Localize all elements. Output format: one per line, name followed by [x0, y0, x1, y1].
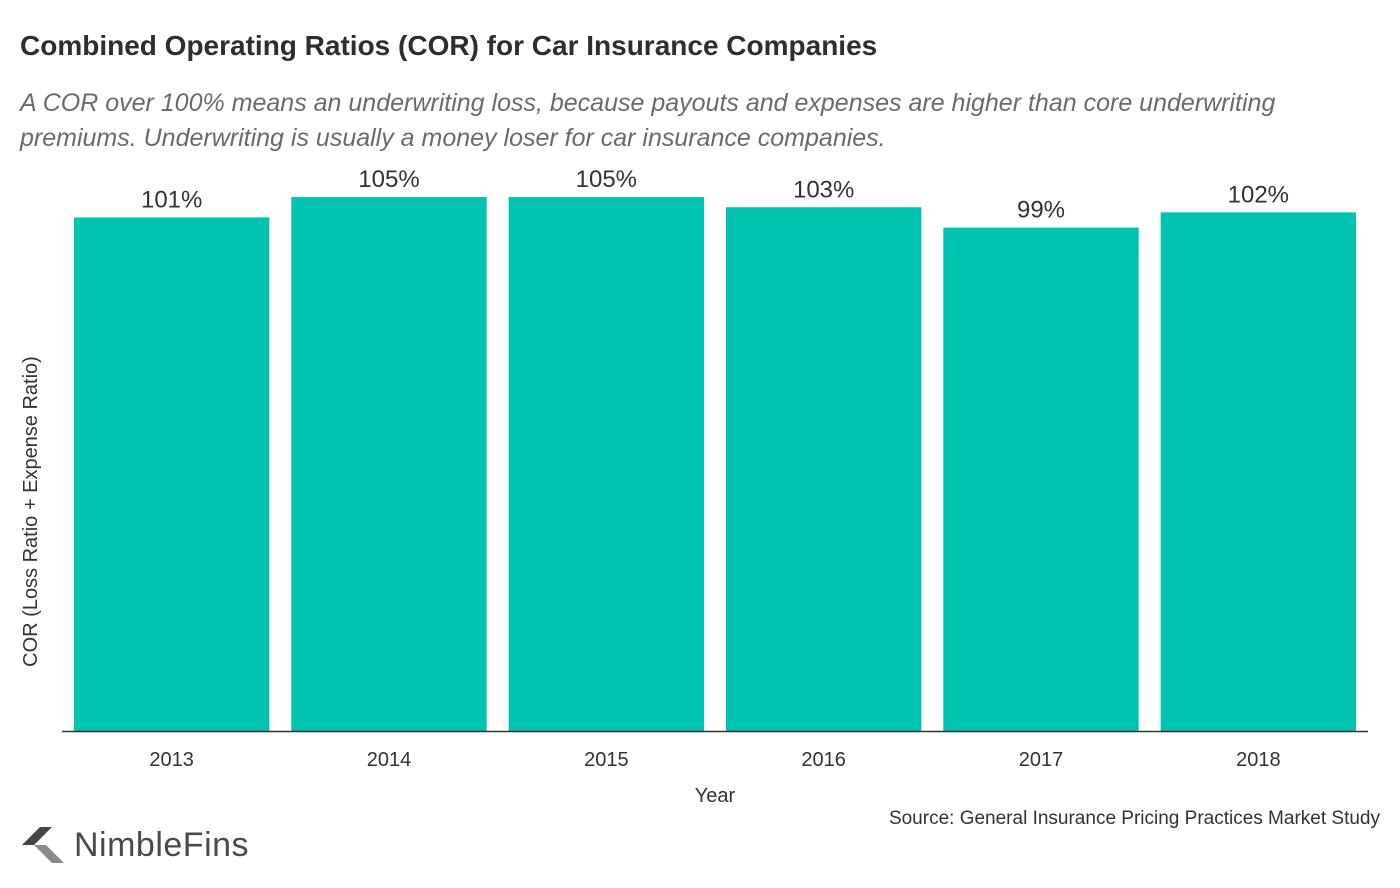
x-tick-label-2016: 2016: [801, 749, 846, 771]
bar-2017: [943, 227, 1139, 731]
bar-2015: [508, 197, 704, 731]
chart-title: Combined Operating Ratios (COR) for Car …: [20, 30, 878, 61]
chevron-logo-icon: [22, 827, 64, 863]
value-label-2014: 105%: [358, 166, 419, 193]
x-tick-label-2017: 2017: [1019, 749, 1064, 771]
value-label-2016: 103%: [793, 176, 854, 203]
x-tick-label-2015: 2015: [584, 749, 629, 771]
bar-2018: [1160, 212, 1356, 732]
value-label-2018: 102%: [1228, 181, 1289, 208]
x-tick-label-2014: 2014: [367, 749, 412, 771]
source-note: Source: General Insurance Pricing Practi…: [888, 808, 1380, 829]
y-axis-title: COR (Loss Ratio + Expense Ratio): [20, 356, 42, 667]
x-tick-labels-layer: 2013 2014 2015 2016 2017 2018: [149, 749, 1280, 771]
brand-name: NimbleFins: [74, 825, 250, 864]
bars-layer: [74, 197, 1356, 732]
value-label-2013: 101%: [141, 186, 202, 213]
value-label-2017: 99%: [1017, 197, 1065, 224]
value-labels-layer: 101% 105% 105% 103% 99% 102%: [141, 166, 1289, 224]
x-axis-title: Year: [695, 785, 736, 807]
chart-subtitle: A COR over 100% means an underwriting lo…: [20, 89, 1276, 152]
x-tick-label-2013: 2013: [149, 749, 194, 771]
value-label-2015: 105%: [576, 166, 637, 193]
bar-2013: [74, 217, 270, 731]
bar-2016: [726, 207, 922, 732]
x-tick-label-2018: 2018: [1236, 749, 1281, 771]
brand-logo: NimbleFins: [20, 820, 249, 870]
bar-2014: [291, 197, 487, 731]
